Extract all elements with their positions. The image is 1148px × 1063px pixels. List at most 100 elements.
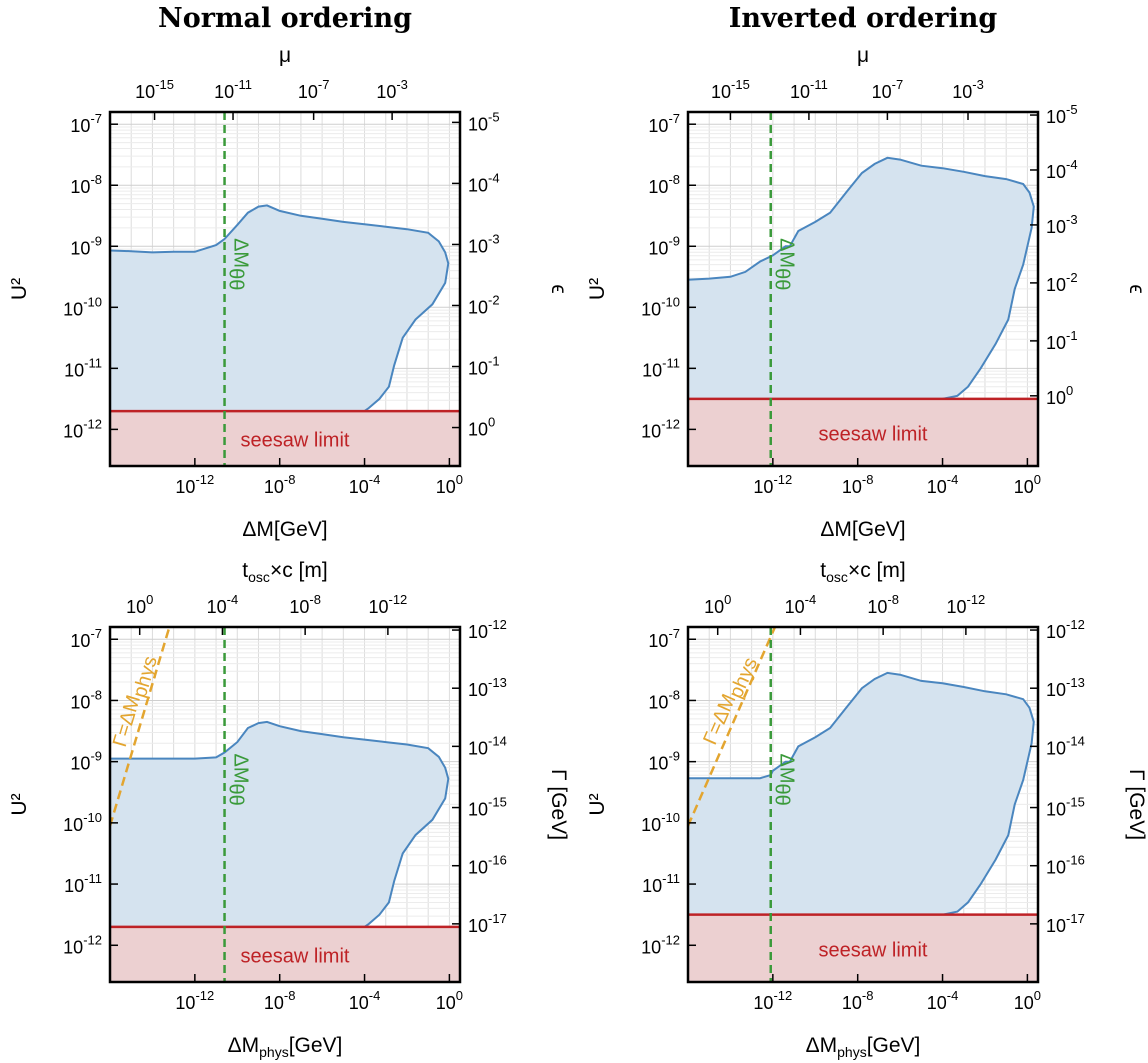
y-tick-label: 10-10 (641, 810, 680, 835)
x2-tick-label: 10-8 (867, 592, 899, 617)
x2-tick-label: 100 (126, 592, 153, 617)
y2-axis-label: Γ [GeV] (547, 769, 570, 840)
panel-title: Normal ordering (158, 3, 412, 34)
allowed-region-fill (688, 672, 1034, 915)
x2-axis-label: μ (279, 44, 291, 67)
x2-axis-label: tosc×c [m] (242, 559, 327, 585)
x-tick-label: 10-12 (753, 472, 792, 497)
x-tick-label: 10-4 (927, 472, 959, 497)
y-tick-label: 10-12 (641, 932, 680, 957)
allowed-region-fill (110, 205, 449, 412)
seesaw-region (688, 398, 1038, 466)
x-tick-label: 10-12 (175, 988, 214, 1013)
x2-tick-label: 100 (704, 592, 731, 617)
chart-panel-3: seesaw limit Γ=ΔMphys ΔMθθ 10-12 10-8 10-4 100… (8, 559, 570, 1060)
seesaw-region (688, 914, 1038, 982)
y-tick-label: 10-11 (642, 355, 680, 380)
x2-tick-label: 10-12 (368, 592, 407, 617)
y2-tick-label: 10-15 (468, 795, 507, 820)
gamma-equals-dm-line (688, 627, 777, 827)
y2-tick-label: 10-2 (1046, 270, 1078, 295)
y2-tick-label: 10-1 (1046, 328, 1078, 353)
allowed-region-boundary (110, 204, 450, 412)
x2-tick-label: 10-7 (872, 77, 904, 102)
x-tick-label: 10-8 (842, 988, 874, 1013)
dm-theta-label: ΔMθθ (225, 238, 252, 290)
dm-theta-label: ΔMθθ (771, 754, 798, 806)
y-tick-label: 10-7 (648, 626, 680, 651)
y-tick-label: 10-9 (648, 233, 680, 258)
y-tick-label: 10-9 (648, 749, 680, 774)
y2-tick-label: 10-3 (468, 231, 500, 256)
y2-tick-label: 10-2 (468, 292, 500, 317)
y2-tick-label: 100 (1046, 383, 1073, 408)
x2-axis-label: tosc×c [m] (820, 559, 905, 585)
x-tick-label: 100 (1014, 988, 1041, 1013)
y2-tick-label: 10-12 (468, 617, 507, 642)
y-tick-label: 10-12 (641, 416, 680, 441)
seesaw-limit-label: seesaw limit (819, 423, 928, 445)
y-tick-label: 10-10 (63, 294, 102, 319)
y2-tick-label: 10-17 (1046, 911, 1085, 936)
x-tick-label: 100 (1014, 472, 1041, 497)
gamma-equals-dm-line (110, 627, 171, 827)
y2-tick-label: 100 (468, 415, 495, 440)
x-tick-label: 100 (436, 472, 463, 497)
plot-frame (686, 625, 1040, 984)
y-tick-label: 10-12 (63, 932, 102, 957)
x2-tick-label: 10-15 (711, 77, 750, 102)
x2-tick-label: 10-4 (207, 592, 239, 617)
plot-frame (108, 625, 462, 984)
x-tick-label: 10-4 (927, 988, 959, 1013)
seesaw-region (110, 411, 460, 466)
x2-tick-label: 10-11 (214, 77, 252, 102)
y-tick-label: 10-10 (641, 294, 680, 319)
y-tick-label: 10-9 (70, 233, 102, 258)
y-axis-label: U² (586, 793, 609, 815)
x-tick-label: 10-4 (349, 472, 381, 497)
y2-axis-label: Γ [GeV] (1125, 769, 1148, 840)
chart-panel-1: seesaw limit ΔMθθ 10-12 10-8 10-4 100 10-12 10-… (8, 3, 570, 541)
x2-tick-label: 10-4 (785, 592, 817, 617)
x-tick-label: 10-8 (264, 988, 296, 1013)
x-axis-label: ΔMphys[GeV] (806, 1034, 921, 1060)
x2-tick-label: 10-3 (952, 77, 984, 102)
chart-panel-2: seesaw limit ΔMθθ 10-12 10-8 10-4 100 10-12 10-… (586, 3, 1148, 541)
y2-axis-label: ϵ (547, 284, 570, 293)
x2-tick-label: 10-12 (946, 592, 985, 617)
allowed-region-boundary (688, 671, 1035, 916)
allowed-region-boundary (688, 156, 1035, 400)
y2-tick-label: 10-13 (1046, 675, 1085, 700)
y-tick-label: 10-11 (64, 871, 102, 896)
y-tick-label: 10-8 (648, 172, 680, 197)
y-tick-label: 10-8 (70, 687, 102, 712)
y-tick-label: 10-11 (642, 871, 680, 896)
y-tick-label: 10-9 (70, 749, 102, 774)
y2-axis-label: ϵ (1125, 284, 1148, 293)
y-tick-label: 10-11 (64, 355, 102, 380)
seesaw-region (110, 926, 460, 982)
y-tick-label: 10-12 (63, 416, 102, 441)
x-axis-label: ΔMphys[GeV] (228, 1034, 343, 1060)
y-tick-label: 10-10 (63, 810, 102, 835)
y2-tick-label: 10-15 (1046, 795, 1085, 820)
gamma-equals-dm-label: Γ=ΔMphys (109, 652, 162, 751)
x-tick-label: 10-12 (753, 988, 792, 1013)
x2-axis-label: μ (857, 44, 869, 67)
allowed-region-boundary (110, 720, 450, 928)
y2-tick-label: 10-13 (468, 675, 507, 700)
y-axis-label: U² (8, 278, 31, 300)
dm-theta-label: ΔMθθ (771, 238, 798, 290)
y2-tick-label: 10-17 (468, 911, 507, 936)
y2-tick-label: 10-1 (468, 354, 500, 379)
x-tick-label: 10-12 (175, 472, 214, 497)
y-tick-label: 10-8 (648, 687, 680, 712)
x2-tick-label: 10-11 (790, 77, 828, 102)
y2-tick-label: 10-14 (1046, 733, 1085, 758)
y2-tick-label: 10-16 (1046, 853, 1085, 878)
x-tick-label: 10-8 (842, 472, 874, 497)
x-tick-label: 10-8 (264, 472, 296, 497)
x-axis-label: ΔM[GeV] (820, 518, 905, 541)
plot-frame (108, 110, 462, 468)
